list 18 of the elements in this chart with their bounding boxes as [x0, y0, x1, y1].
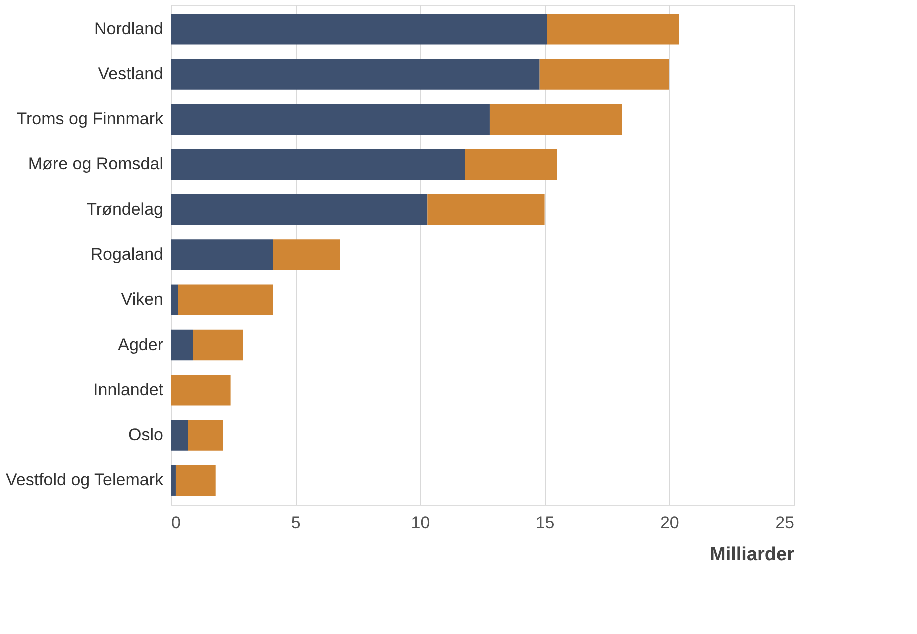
x-tick-label: 10: [411, 514, 430, 532]
y-tick-label: Møre og Romsdal: [28, 154, 164, 174]
y-tick-label: Viken: [121, 290, 164, 310]
x-tick-label: 0: [172, 514, 181, 532]
y-tick-label: Nordland: [94, 19, 164, 38]
y-tick-label: Vestland: [98, 64, 164, 84]
x-tick-label: 15: [536, 514, 555, 532]
y-tick-label: Agder: [118, 335, 164, 354]
x-axis-title: Milliarder: [710, 544, 796, 566]
y-tick-label: Troms og Finnmark: [16, 110, 164, 129]
y-tick-label: Innlandet: [94, 380, 164, 400]
y-tick-label: Vestfold og Telemark: [6, 470, 164, 490]
y-tick-label: Oslo: [128, 426, 164, 445]
x-tick-label: 25: [776, 514, 794, 532]
y-tick-label: Trøndelag: [86, 200, 164, 219]
x-tick-label: 20: [660, 514, 680, 532]
x-tick-label: 5: [291, 514, 301, 532]
y-tick-label: Rogaland: [90, 245, 164, 264]
